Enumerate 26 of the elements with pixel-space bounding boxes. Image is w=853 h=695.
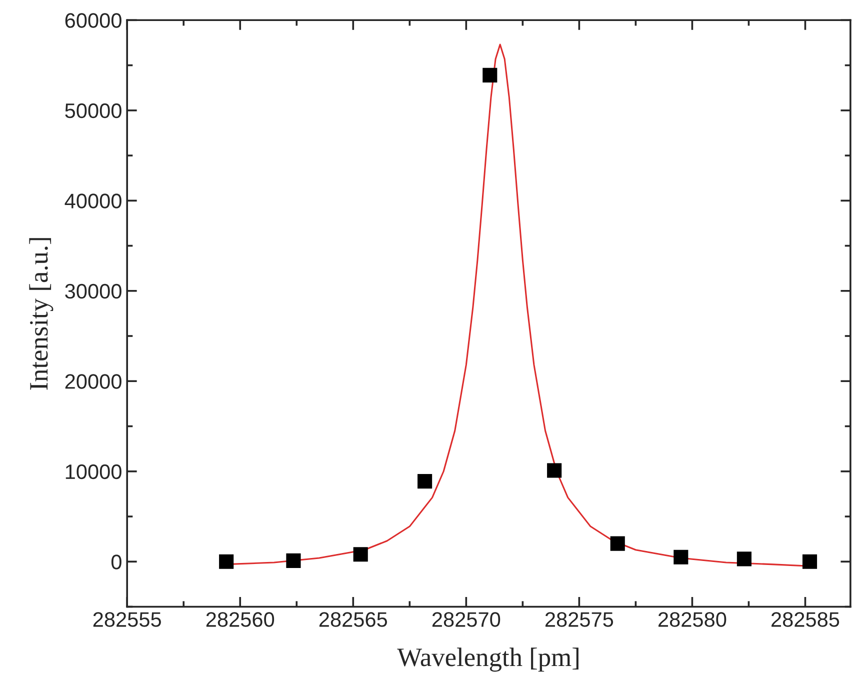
y-tick-label: 50000 bbox=[65, 103, 122, 118]
x-tick-label: 282570 bbox=[432, 612, 500, 627]
point bbox=[674, 550, 688, 564]
point bbox=[286, 553, 301, 568]
point bbox=[610, 536, 625, 551]
point bbox=[482, 68, 498, 82]
x-tick-label: 282565 bbox=[319, 612, 388, 627]
y-tick-label: 60000 bbox=[65, 13, 122, 28]
x-tick-label: 282575 bbox=[545, 612, 614, 627]
x-tick-label: 282555 bbox=[93, 612, 161, 627]
x-tick-label: 282560 bbox=[206, 612, 274, 627]
x-tick-label: 282585 bbox=[772, 612, 840, 627]
point bbox=[418, 474, 432, 489]
x-axis-title: Wavelength [pm] bbox=[397, 648, 578, 672]
point bbox=[736, 552, 752, 566]
point bbox=[547, 463, 562, 478]
y-axis-title: Intensity [a.u.] bbox=[29, 238, 54, 390]
y-tick-label: 10000 bbox=[66, 464, 122, 480]
y-tick-label: 20000 bbox=[65, 374, 122, 389]
point bbox=[802, 554, 818, 569]
y-tick-label: 0 bbox=[111, 554, 122, 570]
point bbox=[353, 547, 368, 562]
y-tick-label: 30000 bbox=[65, 284, 122, 299]
y-tick-label: 40000 bbox=[64, 194, 122, 208]
x-tick-label: 282580 bbox=[658, 612, 726, 627]
point bbox=[219, 554, 234, 569]
